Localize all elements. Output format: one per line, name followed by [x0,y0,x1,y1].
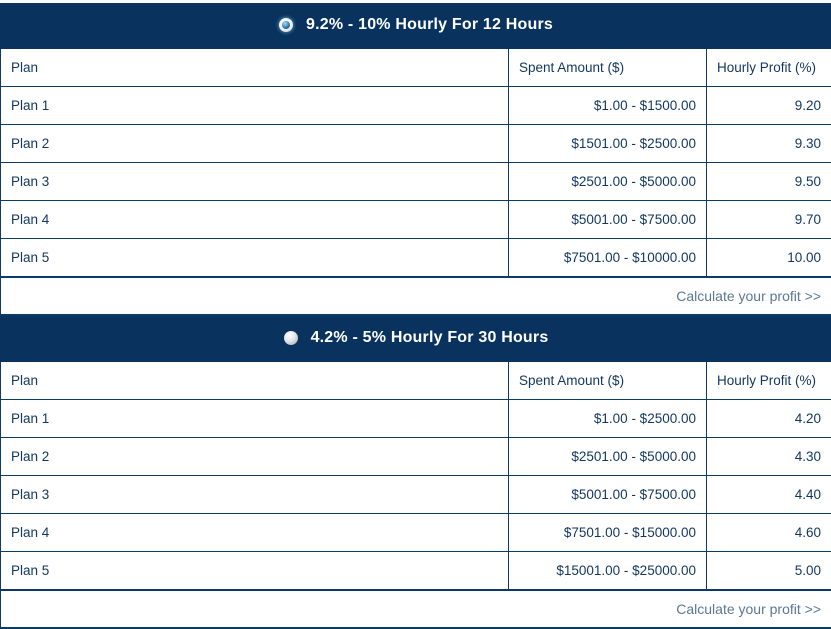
column-header-row: Plan Spent Amount ($) Hourly Profit (%) [1,362,831,400]
table-row: Plan 3 $2501.00 - $5000.00 9.50 [1,163,831,201]
table-row: Plan 4 $7501.00 - $15000.00 4.60 [1,514,831,552]
calculate-profit-cell: Calculate your profit >> [1,590,831,628]
spent-amount-cell: $1.00 - $1500.00 [509,87,707,125]
col-header-plan: Plan [1,49,509,87]
spent-amount-cell: $15001.00 - $25000.00 [509,552,707,591]
col-header-hourly-profit: Hourly Profit (%) [707,362,831,400]
hourly-profit-cell: 5.00 [707,552,831,591]
plan-group-2-table: 4.2% - 5% Hourly For 30 Hours Plan Spent… [0,316,831,629]
plan-name-cell: Plan 5 [1,239,509,278]
hourly-profit-cell: 4.20 [707,400,831,438]
plan-group-2-radio[interactable] [284,331,298,345]
column-header-row: Plan Spent Amount ($) Hourly Profit (%) [1,49,831,87]
table-row: Plan 2 $2501.00 - $5000.00 4.30 [1,438,831,476]
table-row: Plan 2 $1501.00 - $2500.00 9.30 [1,125,831,163]
hourly-profit-cell: 9.70 [707,201,831,239]
col-header-plan: Plan [1,362,509,400]
table-row: Plan 1 $1.00 - $2500.00 4.20 [1,400,831,438]
plan-group-1-title-bar: 9.2% - 10% Hourly For 12 Hours [1,4,831,49]
plan-group-1-table: 9.2% - 10% Hourly For 12 Hours Plan Spen… [0,3,831,316]
plan-name-cell: Plan 2 [1,125,509,163]
table-row: Plan 5 $7501.00 - $10000.00 10.00 [1,239,831,278]
plan-name-cell: Plan 4 [1,514,509,552]
hourly-profit-cell: 9.50 [707,163,831,201]
hourly-profit-cell: 9.20 [707,87,831,125]
calculate-profit-link[interactable]: Calculate your profit >> [676,601,821,617]
plan-name-cell: Plan 3 [1,163,509,201]
hourly-profit-cell: 10.00 [707,239,831,278]
plan-name-cell: Plan 3 [1,476,509,514]
calculate-profit-link[interactable]: Calculate your profit >> [676,288,821,304]
col-header-spent-amount: Spent Amount ($) [509,362,707,400]
plan-group-2-title-group: 4.2% - 5% Hourly For 30 Hours [284,329,549,347]
plan-group-1-title-cell: 9.2% - 10% Hourly For 12 Hours [1,4,831,49]
spent-amount-cell: $2501.00 - $5000.00 [509,163,707,201]
table-row: Plan 4 $5001.00 - $7500.00 9.70 [1,201,831,239]
calculate-profit-cell: Calculate your profit >> [1,277,831,315]
plan-group-2-title-bar: 4.2% - 5% Hourly For 30 Hours [1,317,831,362]
hourly-profit-cell: 9.30 [707,125,831,163]
plan-name-cell: Plan 1 [1,400,509,438]
spent-amount-cell: $5001.00 - $7500.00 [509,201,707,239]
spent-amount-cell: $2501.00 - $5000.00 [509,438,707,476]
table-row: Plan 5 $15001.00 - $25000.00 5.00 [1,552,831,591]
plan-group-1-title-group: 9.2% - 10% Hourly For 12 Hours [279,16,553,34]
table-row: Plan 3 $5001.00 - $7500.00 4.40 [1,476,831,514]
plan-group-2-title-cell: 4.2% - 5% Hourly For 30 Hours [1,317,831,362]
plan-name-cell: Plan 4 [1,201,509,239]
col-header-spent-amount: Spent Amount ($) [509,49,707,87]
spent-amount-cell: $5001.00 - $7500.00 [509,476,707,514]
hourly-profit-cell: 4.30 [707,438,831,476]
plan-group-2-title: 4.2% - 5% Hourly For 30 Hours [311,329,549,347]
spent-amount-cell: $1.00 - $2500.00 [509,400,707,438]
spent-amount-cell: $1501.00 - $2500.00 [509,125,707,163]
plan-name-cell: Plan 1 [1,87,509,125]
table-row: Plan 1 $1.00 - $1500.00 9.20 [1,87,831,125]
spent-amount-cell: $7501.00 - $10000.00 [509,239,707,278]
calculate-profit-row: Calculate your profit >> [1,277,831,315]
hourly-profit-cell: 4.40 [707,476,831,514]
col-header-hourly-profit: Hourly Profit (%) [707,49,831,87]
plan-name-cell: Plan 5 [1,552,509,591]
plan-group-1-radio[interactable] [279,18,293,32]
plan-name-cell: Plan 2 [1,438,509,476]
radio-dot-icon [282,21,290,29]
plan-group-1-title: 9.2% - 10% Hourly For 12 Hours [306,16,553,34]
hourly-profit-cell: 4.60 [707,514,831,552]
spent-amount-cell: $7501.00 - $15000.00 [509,514,707,552]
calculate-profit-row: Calculate your profit >> [1,590,831,628]
